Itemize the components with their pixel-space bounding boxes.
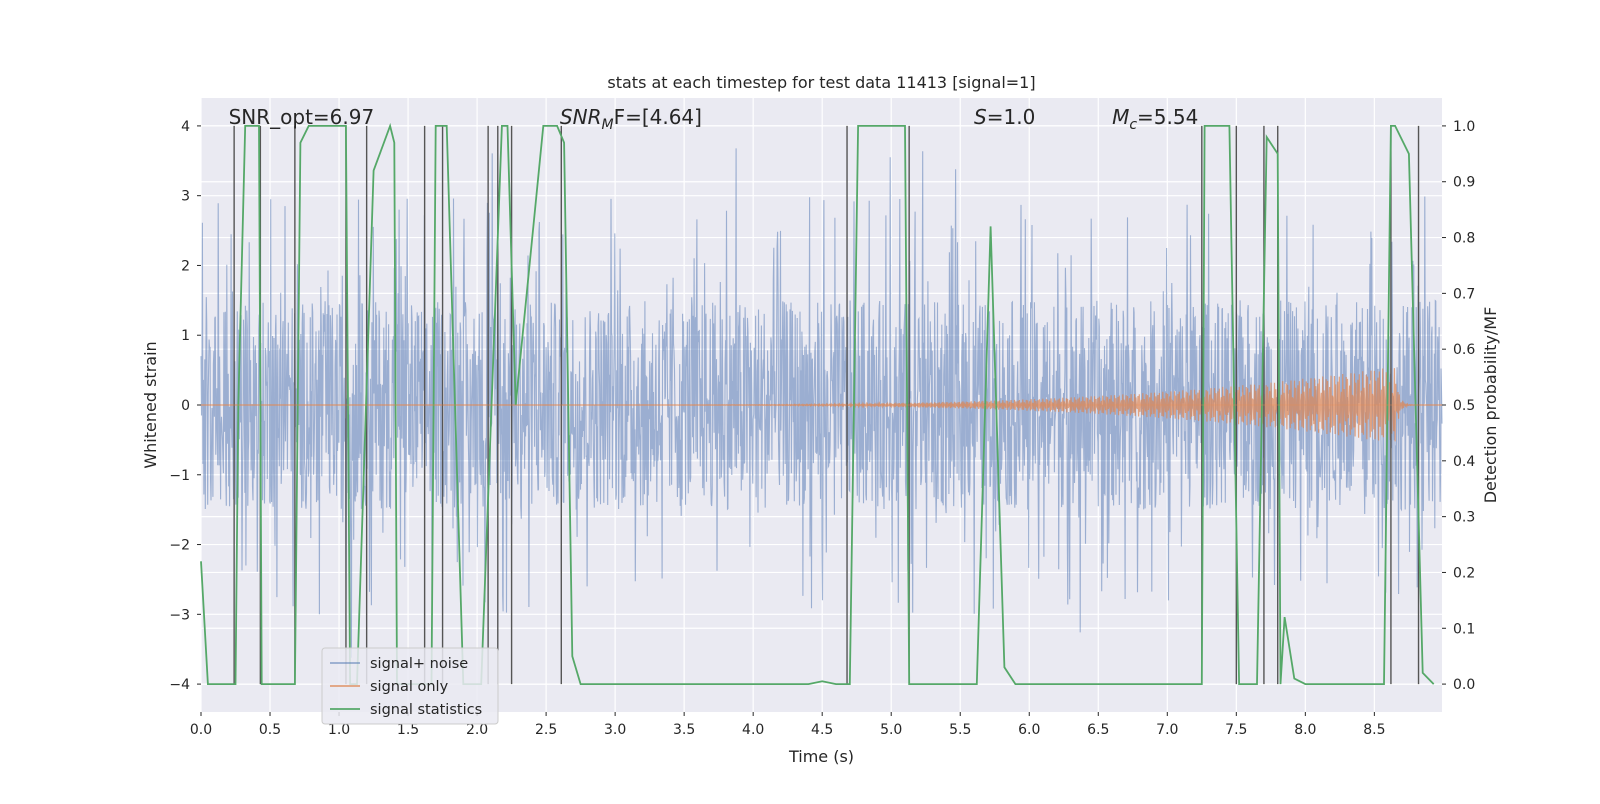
x-tick-label: 7.0 <box>1156 722 1178 738</box>
x-tick-label: 8.5 <box>1363 722 1385 738</box>
x-tick-label: 4.0 <box>742 722 764 738</box>
y-left-tick-label: 1 <box>181 328 190 344</box>
x-tick-label: 3.0 <box>604 722 626 738</box>
legend-label-0: signal+ noise <box>370 656 468 672</box>
annotation-1: SNRMF=[4.64] <box>560 105 702 133</box>
y-left-tick-label: −1 <box>169 468 190 484</box>
y-right-tick-label: 0.4 <box>1453 454 1475 470</box>
y-left-tick-label: 4 <box>181 119 190 135</box>
x-tick-label: 8.0 <box>1294 722 1316 738</box>
x-tick-label: 5.0 <box>880 722 902 738</box>
x-tick-label: 6.5 <box>1087 722 1109 738</box>
y-right-tick-label: 0.6 <box>1453 342 1475 358</box>
y-left-tick-label: 0 <box>181 398 190 414</box>
y-right-tick-label: 0.0 <box>1453 677 1475 693</box>
y-left-tick-label: −2 <box>169 538 190 554</box>
y-right-tick-label: 0.8 <box>1453 231 1475 247</box>
y-axis-label-left: Whitened strain <box>141 341 160 468</box>
y-right-tick-label: 0.2 <box>1453 565 1475 581</box>
y-left-tick-label: −4 <box>169 677 190 693</box>
y-right-tick-label: 0.7 <box>1453 286 1475 302</box>
x-tick-label: 0.5 <box>259 722 281 738</box>
x-tick-label: 0.0 <box>190 722 212 738</box>
x-tick-label: 3.5 <box>673 722 695 738</box>
annotation-3: Mc=5.54 <box>1112 105 1198 133</box>
x-axis-label: Time (s) <box>788 747 854 766</box>
x-tick-label: 4.5 <box>811 722 833 738</box>
y-left-tick-label: −3 <box>169 607 190 623</box>
legend-label-1: signal only <box>370 679 449 695</box>
annotation-0: SNR_opt=6.97 <box>229 105 375 129</box>
y-right-tick-label: 0.1 <box>1453 621 1475 637</box>
y-right-tick-label: 0.9 <box>1453 175 1475 191</box>
y-axis-label-right: Detection probability/MF <box>1481 307 1500 504</box>
x-tick-label: 6.0 <box>1018 722 1040 738</box>
y-left-tick-label: 2 <box>181 258 190 274</box>
legend-label-2: signal statistics <box>370 702 482 718</box>
x-tick-label: 2.5 <box>535 722 557 738</box>
y-right-tick-label: 0.5 <box>1453 398 1475 414</box>
chart-title: stats at each timestep for test data 114… <box>607 73 1035 92</box>
y-right-tick-label: 1.0 <box>1453 119 1475 135</box>
x-tick-label: 5.5 <box>949 722 971 738</box>
annotation-2: S=1.0 <box>974 105 1035 129</box>
y-left-tick-label: 3 <box>181 189 190 205</box>
x-tick-label: 7.5 <box>1225 722 1247 738</box>
y-right-tick-label: 0.3 <box>1453 510 1475 526</box>
